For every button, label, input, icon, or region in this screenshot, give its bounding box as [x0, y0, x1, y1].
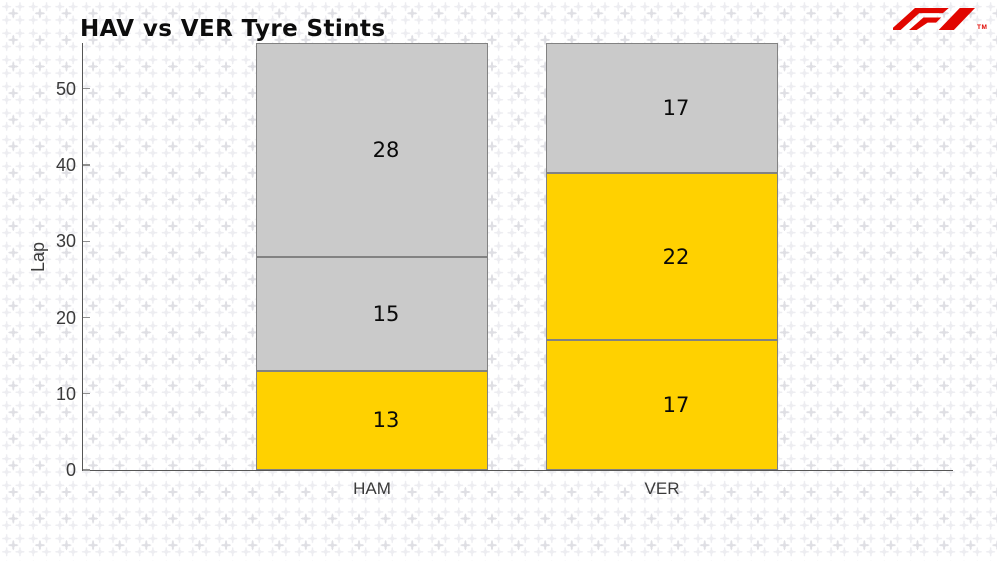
bar-segment-label: 22 — [662, 244, 690, 269]
y-tick-label: 30 — [55, 231, 76, 252]
bar-segment-ver-2 — [546, 172, 778, 341]
y-tick-mark — [83, 469, 90, 471]
bar-segment-label: 13 — [372, 408, 400, 433]
bar-segment-ver-3 — [546, 43, 778, 173]
f1-logo: TM — [893, 8, 987, 31]
y-tick-mark — [83, 316, 90, 319]
y-tick-mark — [83, 393, 90, 395]
y-tick-label: 0 — [65, 460, 76, 480]
x-axis-line — [82, 470, 953, 472]
x-tick-label-ham: HAM — [353, 479, 391, 498]
bar-ver: 17 22 17 — [546, 43, 778, 470]
bar-segment-ver-1 — [546, 340, 778, 470]
bar-ham: 13 15 28 — [256, 43, 488, 470]
bar-segment-ham-2 — [256, 256, 488, 371]
y-tick-label: 10 — [55, 383, 76, 404]
y-tick-mark — [83, 164, 90, 166]
bar-segment-label: 28 — [372, 137, 400, 162]
bar-segment-ham-3 — [256, 43, 488, 257]
y-tick-mark — [83, 88, 90, 90]
bar-segment-label: 17 — [662, 95, 690, 120]
y-tick-mark — [83, 240, 90, 242]
x-tick-label-ver: VER — [644, 479, 680, 498]
chart-title: HAV vs VER Tyre Stints — [80, 16, 386, 42]
bar-segment-label: 17 — [662, 393, 690, 418]
y-tick-label: 40 — [55, 155, 76, 175]
bar-segment-label: 15 — [372, 301, 400, 326]
bar-segment-ham-1 — [256, 370, 488, 470]
y-axis-line — [82, 43, 84, 470]
y-tick-label: 20 — [55, 307, 76, 328]
trademark-label: TM — [977, 24, 988, 31]
f1-logo-icon — [893, 8, 975, 30]
y-tick-label: 50 — [55, 78, 76, 99]
